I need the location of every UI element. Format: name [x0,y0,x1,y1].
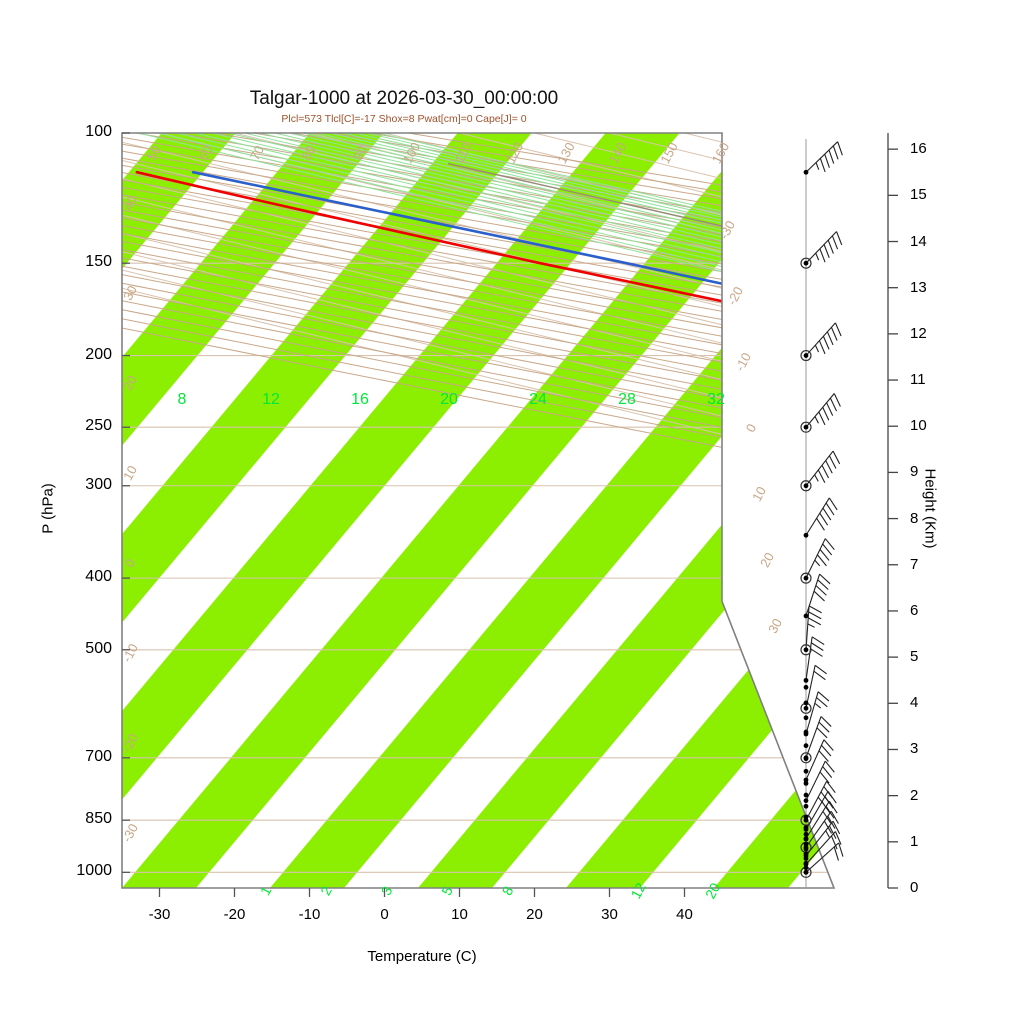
svg-text:30: 30 [765,616,785,636]
svg-text:16: 16 [351,391,369,408]
svg-text:3: 3 [378,883,396,898]
height-tick-label: 8 [910,509,919,527]
temperature-tick-label: -30 [148,906,171,923]
svg-text:12: 12 [262,391,280,408]
height-tick-label: 9 [910,463,919,481]
height-tick-label: 7 [910,555,919,573]
height-tick-label: 3 [910,740,919,758]
svg-text:20: 20 [702,880,724,901]
temperature-tick-label: 0 [380,906,389,923]
svg-text:30: 30 [120,283,140,303]
svg-text:32: 32 [707,391,725,408]
svg-text:60: 60 [196,143,216,163]
svg-text:1: 1 [257,883,275,898]
x-axis-label: Temperature (C) [367,948,477,965]
height-tick-label: 13 [910,278,927,296]
height-tick-label: 6 [910,601,919,619]
wind-barb-column [800,139,844,888]
humidity-bands [122,133,834,888]
height-tick-label: 12 [910,324,927,342]
temperature-tick-label: 30 [601,906,618,923]
height-tick-label: 5 [910,648,919,666]
height-tick-label: 15 [910,186,927,204]
temperature-tick-label: 10 [451,906,468,923]
height-tick-label: 11 [910,371,926,389]
pressure-tick-label: 700 [85,747,112,765]
svg-text:70: 70 [247,143,267,163]
svg-text:10: 10 [749,484,769,504]
svg-text:50: 50 [144,143,164,163]
height-tick-label: 16 [910,140,927,158]
temperature-tick-label: -20 [223,906,246,923]
height-tick-label: 0 [910,879,919,896]
height-tick-label: 4 [910,694,919,712]
svg-text:-10: -10 [732,350,754,374]
svg-text:28: 28 [618,391,636,408]
axis-ticks [122,132,898,897]
height-tick-label: 2 [910,786,919,804]
pressure-tick-label: 250 [85,417,112,435]
page-title: Talgar-1000 at 2026-03-30_00:00:00 [249,88,559,109]
pressure-tick-label: 150 [85,253,112,271]
height-tick-label: 14 [910,232,927,250]
svg-text:0: 0 [743,421,760,434]
svg-text:20: 20 [120,373,140,393]
pressure-tick-label: 400 [85,568,112,586]
pressure-tick-label: 200 [85,345,112,363]
plot-frame [121,132,889,889]
svg-text:20: 20 [440,391,458,408]
sounding-profiles [135,170,834,822]
svg-text:8: 8 [499,883,517,898]
temperature-tick-label: 20 [526,906,543,923]
svg-text:40: 40 [120,193,140,213]
temperature-tick-label: -10 [298,906,321,923]
pressure-tick-label: 300 [85,475,112,493]
svg-text:130: 130 [554,140,577,166]
svg-text:90: 90 [350,143,370,163]
svg-text:12: 12 [627,880,649,901]
svg-text:8: 8 [178,391,187,408]
svg-text:24: 24 [529,391,547,408]
svg-text:20: 20 [757,550,777,570]
svg-text:160: 160 [709,140,732,166]
height-tick-label: 1 [910,832,919,850]
svg-text:80: 80 [299,143,319,163]
pressure-tick-label: 850 [85,810,112,828]
chart-subtitle: Plcl=573 Tlcl[C]=-17 Shox=8 Pwat[cm]=0 C… [281,113,527,125]
temperature-tick-label: 40 [676,906,693,923]
svg-text:-20: -20 [724,284,746,308]
svg-text:10: 10 [120,463,140,483]
pressure-tick-label: 100 [85,123,112,140]
pressure-tick-label: 1000 [76,862,112,880]
pressure-tick-label: 500 [85,639,112,657]
height-tick-label: 10 [910,417,927,435]
